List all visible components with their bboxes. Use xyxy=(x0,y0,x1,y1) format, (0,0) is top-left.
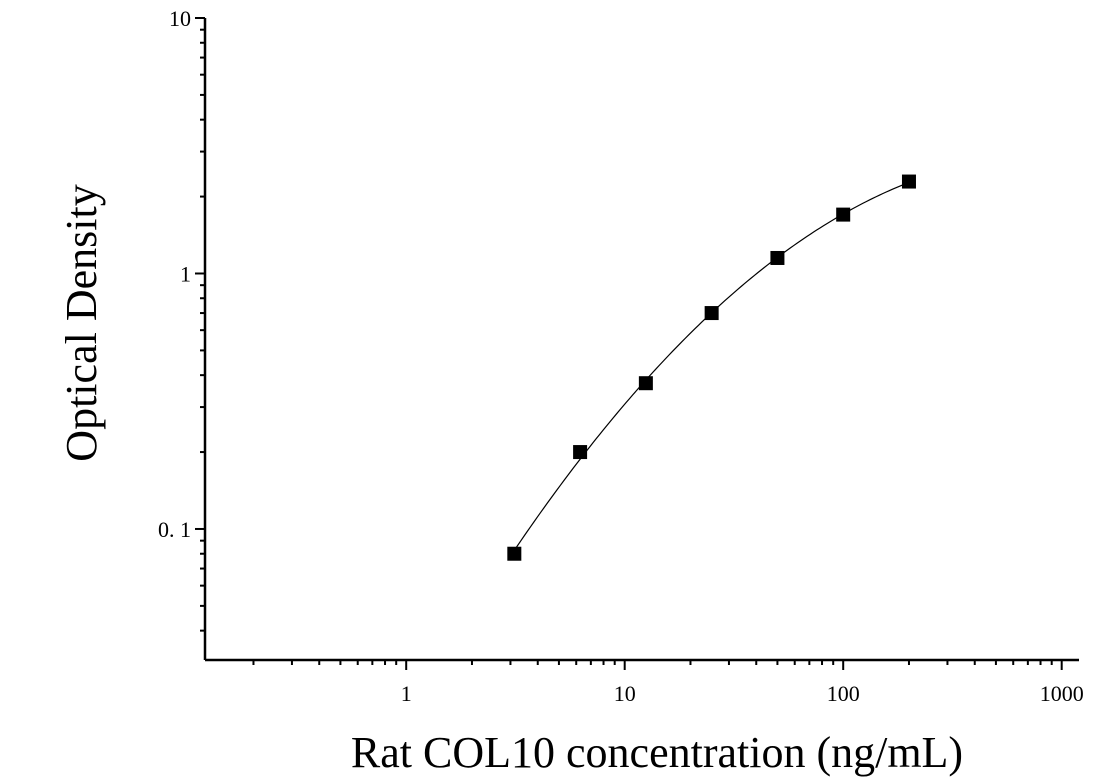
x-tick-label: 100 xyxy=(827,681,860,706)
data-point xyxy=(770,250,785,265)
x-axis: 1 10 100 1000 xyxy=(205,658,1084,706)
x-tick-label: 10 xyxy=(614,681,636,706)
data-points-group xyxy=(507,174,916,561)
data-point xyxy=(573,445,588,460)
data-point xyxy=(704,306,719,321)
y-axis-title: Optical Density xyxy=(57,184,106,461)
data-point xyxy=(901,174,916,189)
y-tick-label: 0. 1 xyxy=(158,517,191,542)
data-point xyxy=(507,546,522,561)
data-point xyxy=(836,207,851,222)
data-point xyxy=(638,376,653,391)
y-tick-label: 1 xyxy=(180,261,191,286)
y-tick-label: 10 xyxy=(169,6,191,31)
fit-curve-group xyxy=(513,181,910,551)
x-tick-label: 1 xyxy=(401,681,412,706)
x-axis-title: Rat COL10 concentration (ng/mL) xyxy=(351,728,963,777)
y-axis: 10 1 0. 1 xyxy=(158,6,207,660)
fit-curve xyxy=(513,181,910,551)
x-tick-label: 1000 xyxy=(1040,681,1084,706)
